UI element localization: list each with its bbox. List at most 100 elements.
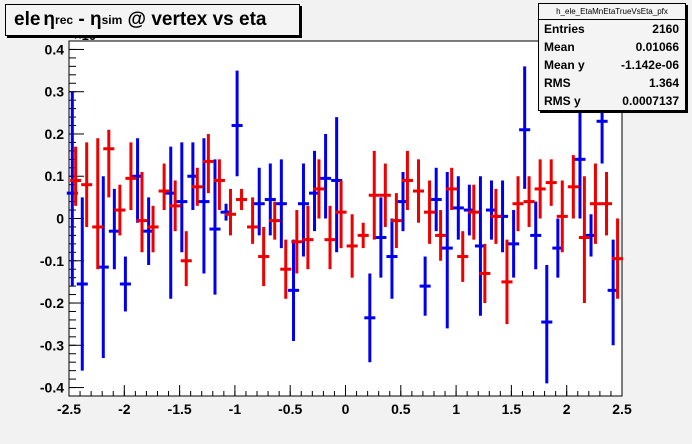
- stats-label: Mean: [544, 40, 575, 54]
- red-data-point: [379, 163, 391, 227]
- y-tick-label: -0.3: [40, 337, 64, 353]
- red-data-point: [435, 210, 447, 261]
- red-data-point: [125, 142, 137, 211]
- y-tick-label: -0.2: [40, 295, 64, 311]
- red-data-point: [545, 159, 557, 206]
- title-eta-sim: η: [89, 9, 102, 30]
- red-data-point: [468, 184, 480, 240]
- y-tick-label: -0.4: [40, 380, 64, 396]
- red-data-point: [258, 226, 270, 287]
- x-tick-label: -2: [118, 401, 131, 417]
- red-data-point: [335, 180, 347, 249]
- red-data-point: [357, 222, 369, 249]
- red-data-point: [114, 184, 126, 236]
- blue-data-point: [275, 159, 287, 249]
- blue-data-point: [231, 70, 243, 177]
- red-data-point: [247, 197, 259, 244]
- red-data-point: [446, 167, 458, 211]
- red-data-point: [92, 138, 104, 270]
- x-tick-label: -0.5: [278, 401, 302, 417]
- stats-row-mean: Mean 0.01066: [539, 38, 685, 56]
- blue-data-point: [519, 66, 531, 189]
- title-minus: -: [73, 9, 90, 30]
- stats-label: Mean y: [544, 58, 585, 72]
- red-data-point: [202, 133, 214, 194]
- y-tick-label: 0.1: [45, 168, 65, 184]
- x-tick-label: 2: [563, 401, 571, 417]
- red-data-point: [213, 159, 225, 211]
- red-data-point: [224, 188, 237, 236]
- red-data-point: [390, 193, 402, 249]
- blue-data-point: [452, 176, 464, 240]
- stats-value: 2160: [652, 22, 679, 36]
- stats-label: RMS y: [544, 94, 581, 108]
- blue-data-point: [76, 197, 88, 371]
- data-marks: [66, 66, 624, 384]
- red-data-point: [479, 243, 491, 304]
- red-data-point: [346, 214, 358, 278]
- blue-data-point: [430, 167, 442, 232]
- stats-row-entries: Entries 2160: [539, 20, 685, 38]
- blue-data-point: [541, 264, 553, 384]
- red-data-point: [567, 155, 579, 219]
- blue-data-point: [108, 188, 120, 270]
- red-data-point: [424, 180, 436, 244]
- x-tick-label: -1: [229, 401, 242, 417]
- red-data-point: [236, 188, 248, 211]
- red-data-point: [368, 150, 380, 240]
- red-data-point: [589, 163, 601, 244]
- red-data-point: [612, 218, 624, 299]
- title-eta-rec: η: [43, 9, 56, 30]
- blue-data-point: [375, 197, 387, 278]
- title-sub-sim: sim: [101, 13, 123, 27]
- chart-title: ele η rec - η sim @ vertex vs eta: [5, 4, 300, 36]
- red-data-point: [512, 176, 524, 232]
- red-data-point: [578, 176, 590, 304]
- y-tick-label: 0.2: [45, 126, 65, 142]
- blue-data-point: [320, 133, 332, 219]
- red-data-point: [136, 172, 148, 253]
- title-prefix: ele: [14, 9, 41, 30]
- blue-data-point: [119, 256, 131, 312]
- red-data-point: [457, 231, 469, 282]
- red-data-point: [490, 188, 502, 244]
- stats-value: 0.01066: [635, 40, 679, 54]
- stats-row-mean-y: Mean y -1.142e-06: [539, 56, 685, 74]
- blue-data-point: [97, 176, 109, 358]
- red-data-point: [103, 129, 115, 198]
- x-tick-label: 1.5: [502, 401, 522, 417]
- stats-row-rms-y: RMS y 0.0007137: [539, 92, 685, 110]
- blue-data-point: [386, 218, 398, 299]
- stats-label: Entries: [544, 22, 585, 36]
- x-tick-label: -2.5: [57, 401, 81, 417]
- title-sub-rec: rec: [55, 13, 74, 27]
- x-tick-label: 0.5: [391, 401, 411, 417]
- red-data-point: [291, 210, 303, 274]
- red-data-point: [556, 180, 568, 253]
- red-data-point: [147, 205, 159, 253]
- red-data-point: [412, 159, 425, 223]
- red-data-point: [180, 231, 192, 287]
- stats-value: 0.0007137: [622, 94, 679, 108]
- stats-row-rms: RMS 1.364: [539, 74, 685, 92]
- red-data-point: [191, 167, 203, 206]
- title-suffix: @ vertex vs eta: [122, 9, 267, 30]
- blue-data-point: [574, 104, 586, 219]
- red-data-point: [81, 142, 93, 227]
- red-data-point: [70, 146, 82, 206]
- x-tick-label: -1.5: [168, 401, 192, 417]
- blue-data-point: [441, 172, 453, 329]
- blue-data-point: [287, 239, 300, 342]
- blue-data-point: [364, 273, 376, 363]
- red-data-point: [501, 239, 513, 325]
- y-tick-label: -0.1: [40, 253, 64, 269]
- blue-data-point: [508, 210, 520, 278]
- red-data-point: [401, 150, 413, 211]
- red-data-point: [302, 205, 314, 270]
- red-data-point: [169, 180, 181, 232]
- blue-data-point: [530, 201, 542, 270]
- x-tick-label: 2.5: [612, 401, 632, 417]
- blue-data-point: [419, 256, 431, 316]
